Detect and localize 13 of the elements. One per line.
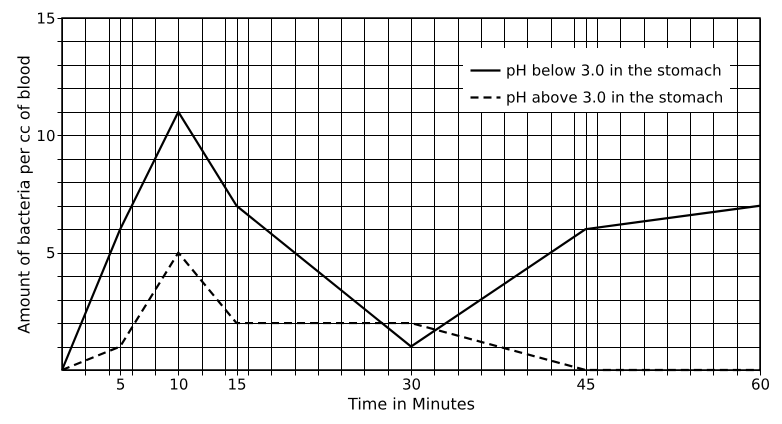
legend-label: pH below 3.0 in the stomach bbox=[506, 62, 722, 80]
x-tick-label: 45 bbox=[576, 376, 596, 394]
y-axis-title: Amount of bacteria per cc of blood bbox=[14, 55, 34, 334]
x-tick-label: 15 bbox=[227, 376, 247, 394]
x-tick-label: 5 bbox=[116, 376, 126, 394]
y-tick-label: 10 bbox=[36, 126, 56, 145]
x-tick-label: 10 bbox=[169, 376, 188, 394]
x-tick-label: 30 bbox=[402, 376, 422, 394]
y-tick-label: 15 bbox=[36, 10, 56, 28]
x-axis-title: Time in Minutes bbox=[347, 394, 475, 414]
x-tick-label: 60 bbox=[750, 376, 770, 394]
legend-label: pH above 3.0 in the stomach bbox=[506, 88, 724, 106]
y-tick-label: 5 bbox=[46, 244, 56, 262]
